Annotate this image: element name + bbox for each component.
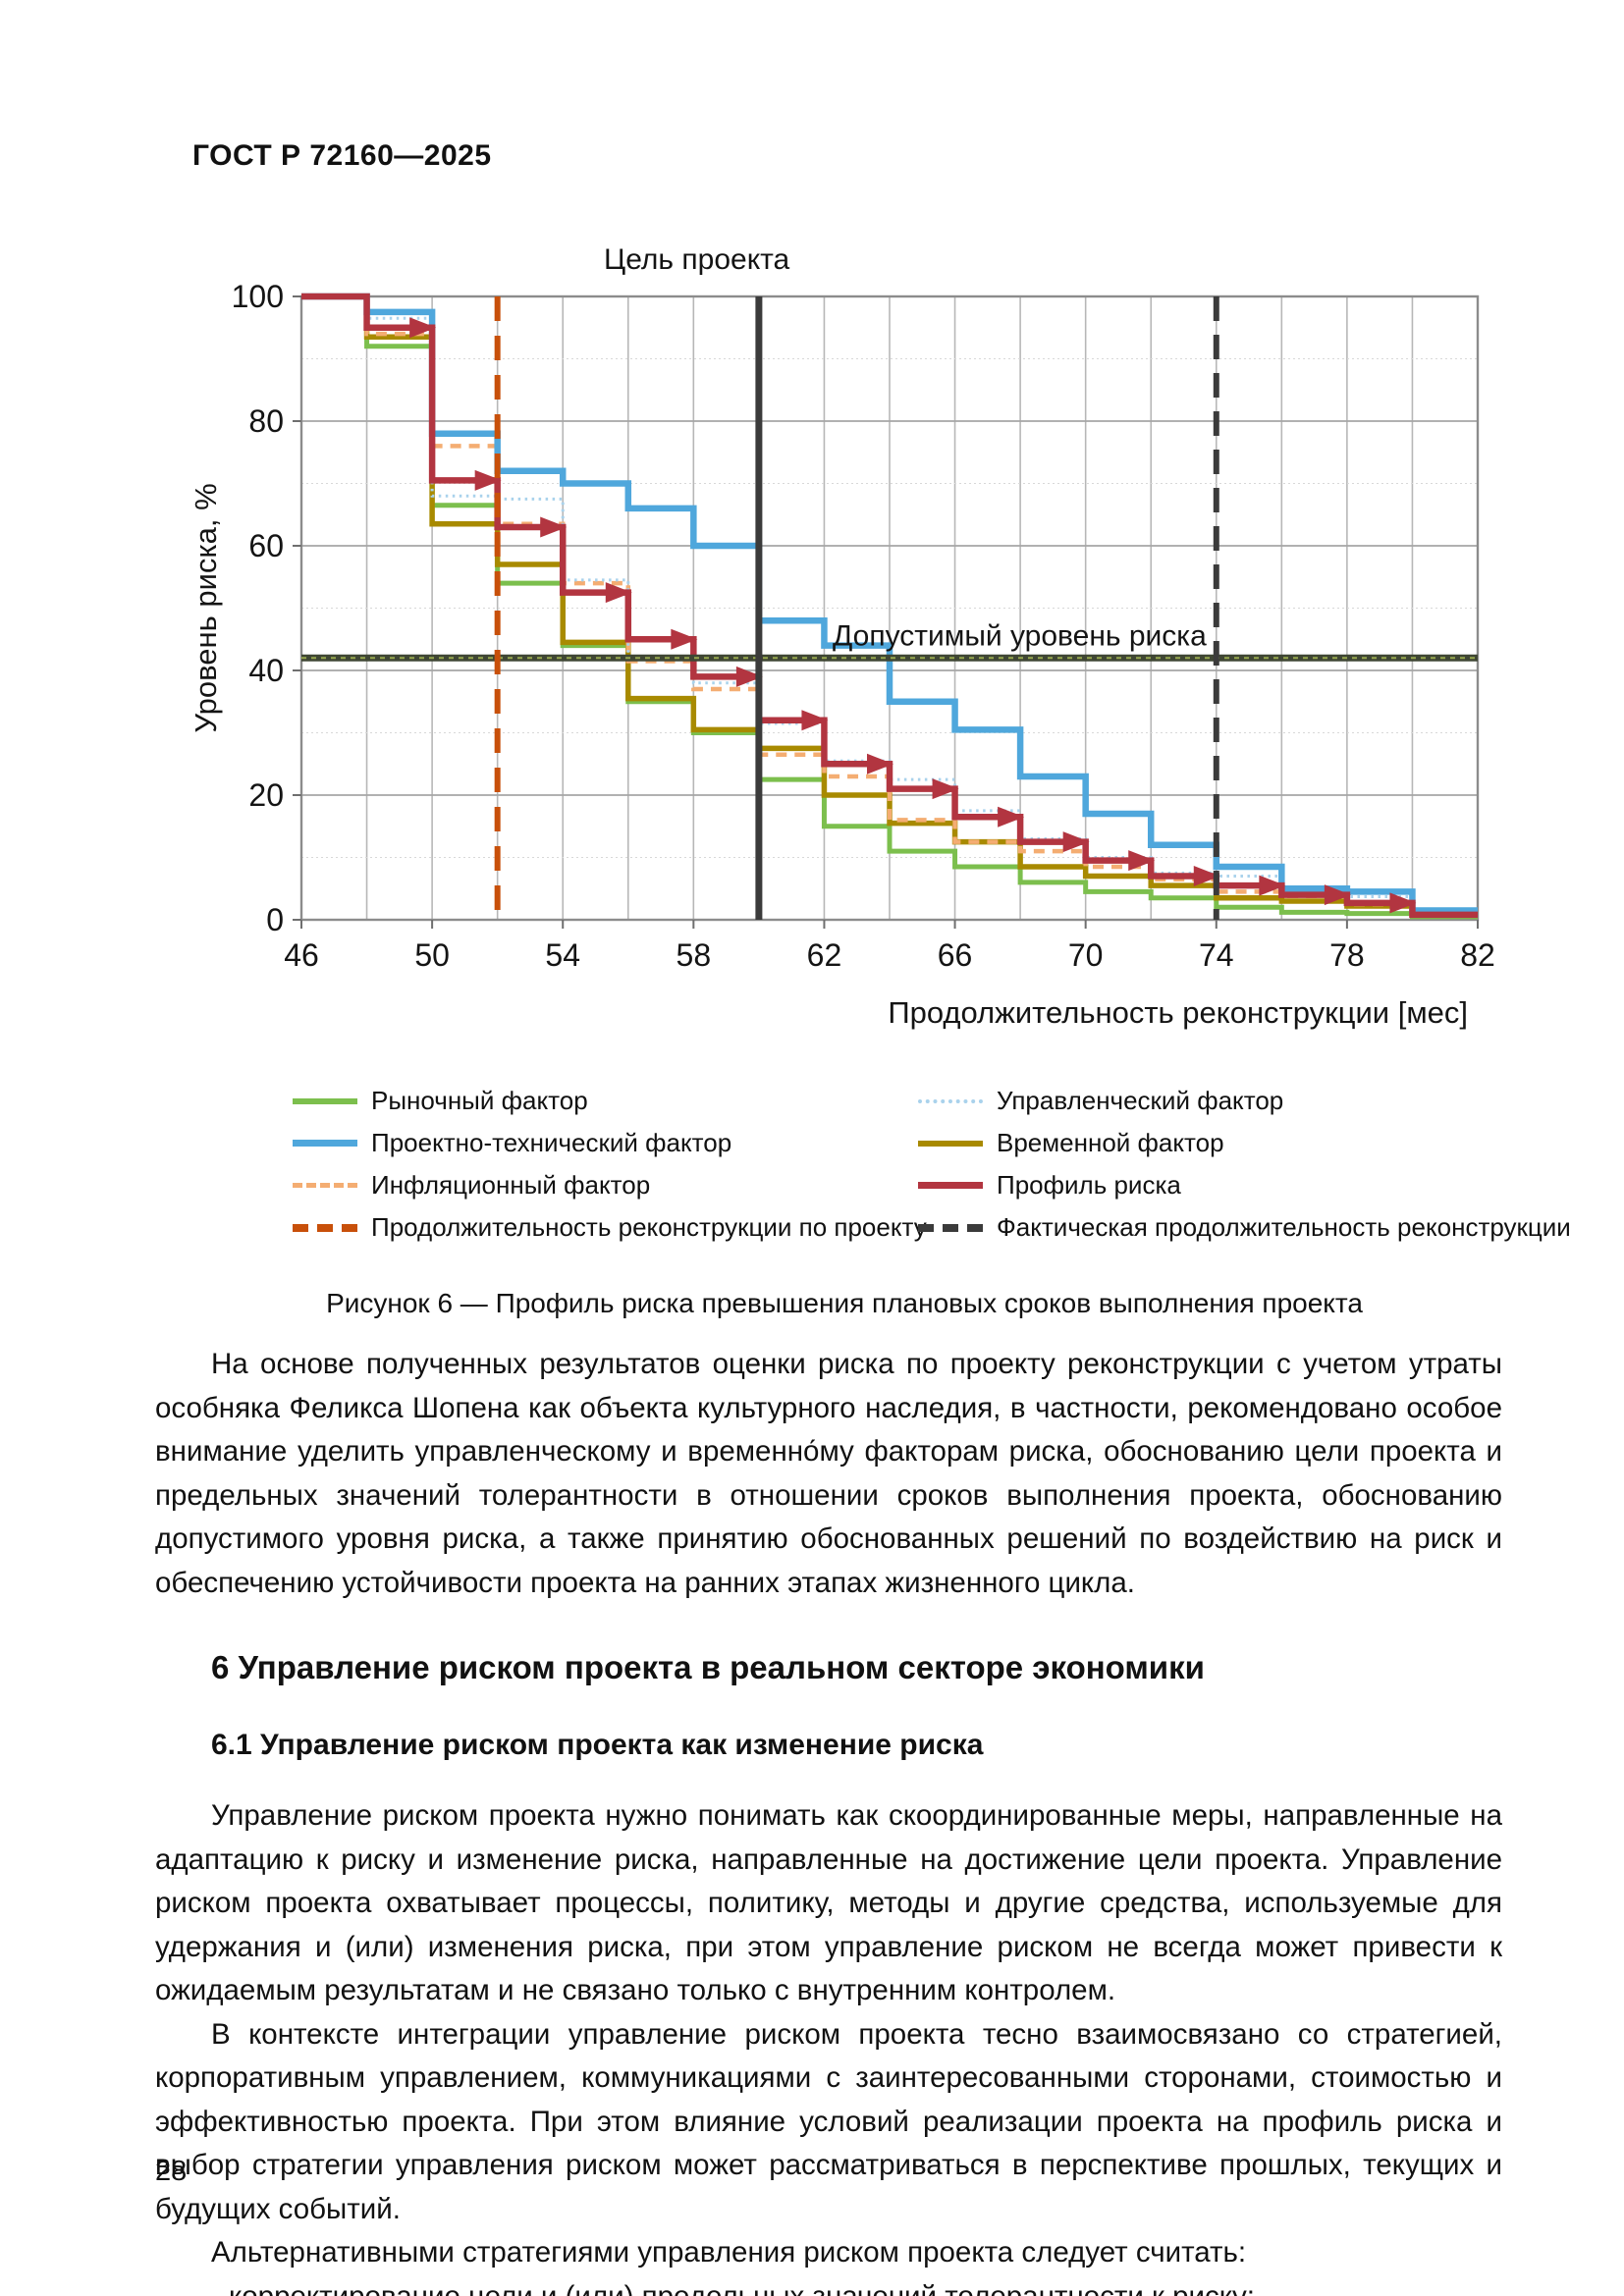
y-axis-tick-label: 60 xyxy=(248,528,284,563)
strategy-list: - корректирование цели и (или) предельны… xyxy=(155,2275,1502,2296)
risk-profile-arrow xyxy=(671,628,698,650)
y-axis-title: Уровень риска, % xyxy=(189,483,223,732)
legend-swatch-dotted-lightblue xyxy=(918,1098,983,1103)
risk-profile-arrow xyxy=(1259,875,1286,896)
x-axis-tick-label: 62 xyxy=(807,937,842,973)
risk-profile-arrow xyxy=(801,710,829,731)
legend-label: Проектно-технический фактор xyxy=(371,1128,732,1157)
plot-border xyxy=(299,294,1480,922)
risk-profile-arrow xyxy=(1062,831,1090,853)
x-axis-tick-label: 54 xyxy=(545,937,580,973)
paragraph: Управление риском проекта нужно понимать… xyxy=(155,1799,1502,2006)
y-axis-tick-label: 40 xyxy=(248,653,284,688)
legend-label: Управленческий фактор xyxy=(997,1086,1284,1115)
x-axis-tick-label: 46 xyxy=(284,937,319,973)
risk-profile-arrow xyxy=(409,317,437,339)
legend-label: Фактическая продолжительность реконструк… xyxy=(997,1212,1571,1242)
risk-profile-arrow xyxy=(474,469,502,491)
legend-label: Рыночный фактор xyxy=(371,1086,588,1115)
risk-profile-arrow xyxy=(998,806,1025,828)
body-text: На основе полученных результатов оценки … xyxy=(155,1343,1502,2296)
series-line-0 xyxy=(301,294,1478,920)
legend-swatch-dashed-orange xyxy=(293,1183,357,1188)
legend-swatch-solid-olive xyxy=(918,1140,983,1147)
goal-label: Цель проекта xyxy=(604,243,790,276)
risk-profile-chart: 46 50 54 58 62 66 70 74 78 82 0 20 40 60 80 100 Уровень … xyxy=(187,226,1502,1031)
y-axis-tick-label: 20 xyxy=(248,777,284,813)
subsection-heading: 6.1 Управление риском проекта как измене… xyxy=(211,1728,984,1761)
x-axis-tick-label: 58 xyxy=(677,937,712,973)
legend-label: Временной фактор xyxy=(997,1128,1224,1157)
legend-item: Фактическая продолжительность реконструк… xyxy=(918,1206,1571,1249)
risk-profile-arrow xyxy=(605,582,632,604)
risk-profile-arrow xyxy=(932,778,959,800)
legend-label: Профиль риска xyxy=(997,1170,1181,1200)
legend-item: Временной фактор xyxy=(918,1122,1224,1164)
list-item: - корректирование цели и (или) предельны… xyxy=(211,2279,1255,2296)
y-axis-tick-label: 100 xyxy=(232,279,284,314)
legend-label: Инфляционный фактор xyxy=(371,1170,651,1200)
legend-swatch-solid-blue xyxy=(293,1140,357,1147)
risk-profile-arrow xyxy=(1389,892,1417,914)
risk-profile-arrow xyxy=(735,666,763,687)
legend-swatch-dashed-vermillion xyxy=(293,1223,357,1232)
legend-swatch-solid-green xyxy=(293,1097,357,1104)
figure-caption: Рисунок 6 — Профиль риска превышения пла… xyxy=(326,1288,1363,1318)
allowable-risk-label: Допустимый уровень риска xyxy=(833,619,1207,652)
x-axis-tick-label: 66 xyxy=(938,937,973,973)
x-axis-tick-label: 78 xyxy=(1329,937,1365,973)
legend-row: Инфляционный фактор Профиль риска xyxy=(187,1164,1507,1206)
document-header: ГОСТ Р 72160—2025 xyxy=(192,139,492,172)
legend-item: Рыночный фактор xyxy=(293,1080,588,1122)
paragraph: Альтернативными стратегиями управления р… xyxy=(211,2236,1247,2269)
risk-profile-arrow xyxy=(1193,866,1220,887)
legend-item: Управленческий фактор xyxy=(918,1080,1283,1122)
section-heading: 6 Управление риском проекта в реальном с… xyxy=(211,1649,1205,1685)
paragraph: В контексте интеграции управление риском… xyxy=(155,2017,1502,2225)
paragraph: На основе полученных результатов оценки … xyxy=(155,1348,1502,1599)
y-axis-tick-label: 80 xyxy=(248,403,284,439)
legend-swatch-solid-darkred xyxy=(918,1182,983,1189)
legend-label: Продолжительность реконструкции по проек… xyxy=(371,1212,927,1242)
risk-profile-arrow xyxy=(1324,884,1351,906)
risk-profile-arrow xyxy=(1128,850,1156,872)
series-line-5 xyxy=(301,293,1478,919)
legend-row: Продолжительность реконструкции по проек… xyxy=(187,1206,1571,1249)
y-axis-tick-label: 0 xyxy=(266,902,284,937)
legend-item: Профиль риска xyxy=(918,1164,1181,1206)
x-axis-tick-label: 70 xyxy=(1068,937,1104,973)
legend-item: Продолжительность реконструкции по проек… xyxy=(293,1206,927,1249)
chart-legend: Рыночный фактор Управленческий фактор Прое… xyxy=(187,1080,1571,1249)
page-number: 28 xyxy=(155,2156,188,2187)
legend-swatch-dashed-dark xyxy=(918,1223,983,1232)
legend-row: Проектно-технический фактор Временной фак… xyxy=(187,1122,1507,1164)
legend-item: Инфляционный фактор xyxy=(293,1164,650,1206)
x-axis-title: Продолжительность реконструкции [мес] xyxy=(888,995,1468,1030)
x-axis-tick-label: 50 xyxy=(414,937,450,973)
x-axis-tick-label: 82 xyxy=(1460,937,1495,973)
chart-canvas: 46 50 54 58 62 66 70 74 78 82 0 20 40 60 80 100 Уровень … xyxy=(189,243,1495,1030)
risk-profile-arrow xyxy=(867,753,893,774)
risk-profile-arrow xyxy=(540,516,568,538)
legend-item: Проектно-технический фактор xyxy=(293,1122,731,1164)
legend-row: Рыночный фактор Управленческий фактор xyxy=(187,1080,1507,1122)
x-axis-tick-label: 74 xyxy=(1199,937,1234,973)
